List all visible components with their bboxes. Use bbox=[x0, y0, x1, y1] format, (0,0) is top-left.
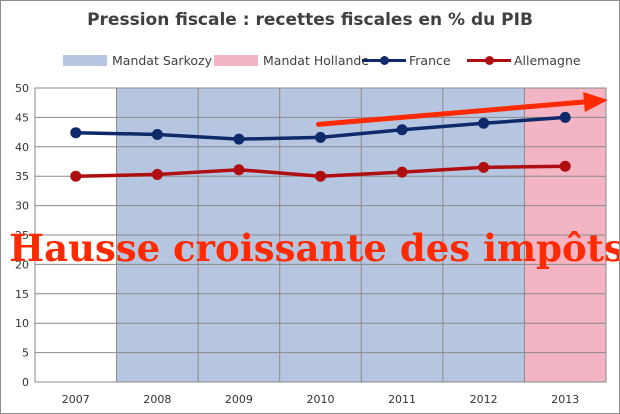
trend-arrow-line bbox=[316, 99, 587, 127]
data-point-0-0 bbox=[70, 127, 82, 139]
legend: Mandat Sarkozy Mandat Hollande France Al… bbox=[1, 52, 619, 68]
data-point-0-3 bbox=[315, 131, 326, 143]
plot-border bbox=[34, 87, 607, 383]
data-point-1-5 bbox=[478, 161, 490, 173]
y-tick-label: 20 bbox=[15, 258, 29, 271]
x-tick-label: 2007 bbox=[62, 393, 90, 406]
data-point-1-1 bbox=[151, 168, 163, 180]
legend-swatch-sarkozy bbox=[63, 54, 107, 66]
data-point-1-3 bbox=[315, 170, 326, 182]
legend-label-sarkozy: Mandat Sarkozy bbox=[112, 52, 212, 68]
data-point-1-4 bbox=[396, 166, 408, 178]
data-point-1-0 bbox=[70, 170, 82, 182]
x-tick-label: 2009 bbox=[225, 393, 253, 406]
x-tick-label: 2010 bbox=[307, 393, 335, 406]
y-tick-label: 45 bbox=[15, 111, 29, 124]
chart-title: Pression fiscale : recettes fiscales en … bbox=[87, 10, 533, 30]
data-point-0-4 bbox=[396, 124, 408, 136]
y-tick-label: 35 bbox=[15, 170, 29, 183]
legend-item-allemagne: Allemagne bbox=[467, 52, 581, 68]
y-tick-label: 0 bbox=[22, 376, 29, 389]
x-tick-label: 2011 bbox=[388, 393, 416, 406]
y-tick-label: 10 bbox=[15, 317, 29, 330]
x-tick-label: 2013 bbox=[551, 393, 579, 406]
legend-label-france: France bbox=[409, 52, 451, 68]
legend-swatch-hollande bbox=[214, 54, 258, 66]
legend-item-mandat-hollande: Mandat Hollande bbox=[214, 52, 369, 68]
y-tick-label: 40 bbox=[15, 141, 29, 154]
annotation-text: Hausse croissante des impôts! bbox=[9, 226, 619, 270]
trend-arrow-head bbox=[583, 92, 608, 112]
legend-label-hollande: Mandat Hollande bbox=[263, 52, 370, 68]
data-point-0-6 bbox=[559, 111, 571, 123]
legend-label-allemagne: Allemagne bbox=[514, 52, 581, 68]
y-tick-label: 15 bbox=[15, 288, 29, 301]
data-point-1-6 bbox=[559, 160, 571, 172]
data-point-0-5 bbox=[478, 117, 490, 129]
x-tick-label: 2008 bbox=[143, 393, 171, 406]
y-tick-label: 30 bbox=[15, 200, 29, 213]
y-tick-label: 25 bbox=[15, 229, 29, 242]
x-tick-label: 2012 bbox=[470, 393, 498, 406]
data-point-0-1 bbox=[151, 128, 163, 140]
data-point-0-2 bbox=[233, 133, 245, 145]
legend-item-france: France bbox=[362, 52, 451, 68]
y-tick-label: 50 bbox=[15, 82, 29, 95]
data-point-1-2 bbox=[233, 164, 245, 176]
legend-marker-france bbox=[362, 55, 406, 66]
y-tick-label: 5 bbox=[22, 347, 29, 360]
legend-marker-allemagne bbox=[467, 55, 511, 66]
legend-item-mandat-sarkozy: Mandat Sarkozy bbox=[63, 52, 212, 68]
